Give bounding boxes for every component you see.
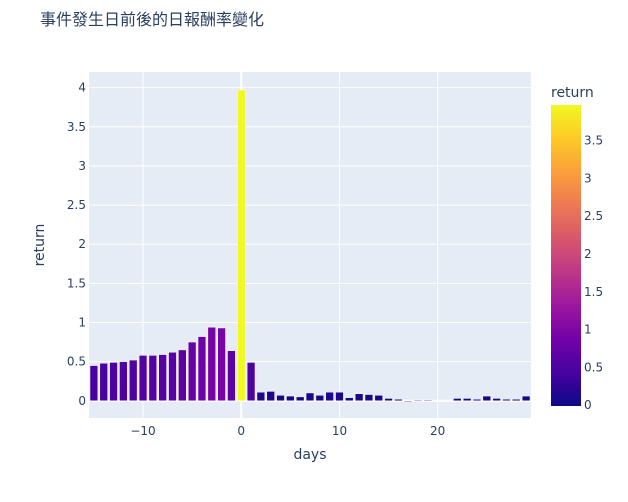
colorbar-tick-label: 3.5: [584, 134, 603, 148]
bar[interactable]: [227, 350, 236, 402]
bar[interactable]: [276, 395, 285, 402]
bar[interactable]: [305, 392, 315, 402]
bar[interactable]: [354, 393, 364, 402]
bar[interactable]: [217, 327, 226, 402]
colorbar-tick-label: 0: [584, 398, 592, 412]
colorbar-tick-label: 1.5: [584, 285, 603, 299]
bar[interactable]: [315, 395, 325, 402]
bar[interactable]: [482, 395, 491, 402]
y-tick-label: 3.5: [67, 120, 86, 134]
bar[interactable]: [462, 398, 472, 402]
y-tick-label: 1: [78, 315, 86, 329]
bar[interactable]: [433, 400, 442, 402]
y-tick-label: 4: [78, 81, 86, 95]
x-tick-label: 0: [237, 424, 245, 438]
colorbar-gradient: [551, 105, 581, 406]
bars[interactable]: [89, 89, 531, 402]
x-tick-label: −10: [130, 424, 155, 438]
colorbar-tick-label: 3: [584, 171, 592, 185]
bar[interactable]: [423, 399, 433, 402]
bar[interactable]: [335, 391, 344, 402]
colorbar-tick-label: 0.5: [584, 360, 603, 374]
bar[interactable]: [237, 89, 246, 402]
colorbar-ticks: 0 0.5 1 1.5 2 2.5 3 3.5: [584, 134, 603, 413]
x-tick-label: 20: [430, 424, 445, 438]
bar[interactable]: [138, 355, 148, 402]
y-tick-label: 3: [78, 159, 86, 173]
bar[interactable]: [453, 398, 462, 402]
bar[interactable]: [413, 399, 423, 402]
bar[interactable]: [129, 359, 138, 402]
bar[interactable]: [374, 395, 383, 402]
colorbar-title: return: [551, 85, 594, 101]
bar[interactable]: [492, 398, 501, 402]
bar[interactable]: [178, 349, 187, 402]
bar[interactable]: [394, 398, 403, 402]
y-tick-label: 1.5: [67, 276, 86, 290]
y-tick-label: 0: [78, 394, 86, 408]
bar[interactable]: [266, 391, 275, 402]
bar[interactable]: [404, 400, 413, 402]
bar[interactable]: [109, 362, 118, 402]
bar[interactable]: [512, 398, 521, 402]
y-tick-label: 2.5: [67, 198, 86, 212]
bar[interactable]: [89, 365, 99, 402]
bar[interactable]: [168, 351, 177, 402]
bar[interactable]: [295, 396, 305, 402]
bar[interactable]: [119, 361, 128, 402]
bar[interactable]: [502, 398, 511, 402]
bar[interactable]: [384, 398, 393, 402]
bar[interactable]: [148, 355, 158, 402]
bar[interactable]: [472, 398, 482, 402]
bar[interactable]: [364, 394, 374, 402]
y-axis-title: return: [32, 224, 48, 267]
bar[interactable]: [325, 391, 334, 402]
bar[interactable]: [256, 391, 266, 402]
bar[interactable]: [443, 400, 452, 402]
bar[interactable]: [158, 354, 167, 402]
y-tick-label: 2: [78, 237, 86, 251]
bar[interactable]: [286, 395, 295, 402]
colorbar-tick-label: 2: [584, 247, 592, 261]
y-tick-label: 0.5: [67, 355, 86, 369]
chart-title: 事件發生日前後的日報酬率變化: [40, 10, 264, 29]
x-axis-title: days: [293, 447, 326, 463]
bar[interactable]: [207, 326, 216, 402]
bar[interactable]: [99, 362, 108, 402]
x-ticks: −10 0 10 20: [130, 424, 445, 438]
bar[interactable]: [246, 362, 256, 402]
y-ticks: 0 0.5 1 1.5 2 2.5 3 3.5 4: [67, 81, 86, 408]
colorbar-tick-label: 1: [584, 323, 592, 337]
bar[interactable]: [521, 395, 531, 402]
bar[interactable]: [187, 341, 197, 402]
colorbar-tick-label: 2.5: [584, 209, 603, 223]
colorbar: return 0 0.5 1 1.5 2 2.5 3 3.5: [551, 85, 603, 412]
bar[interactable]: [197, 336, 207, 402]
bar[interactable]: [345, 397, 354, 402]
x-tick-label: 10: [332, 424, 347, 438]
